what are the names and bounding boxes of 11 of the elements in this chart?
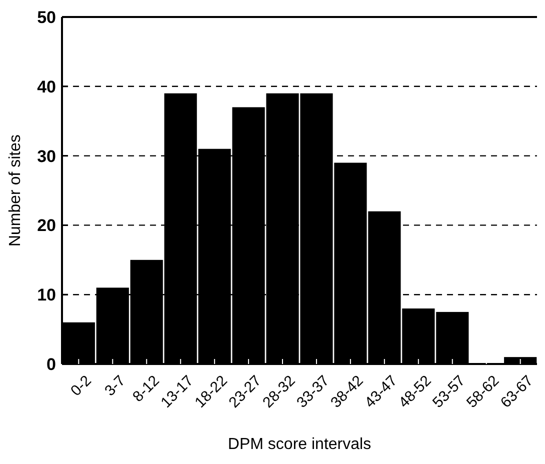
x-tick-label: 0-2 [68,372,95,400]
y-axis-title: Number of sites [7,134,24,247]
y-tick-label: 20 [37,216,56,236]
y-tick-label: 0 [46,354,56,374]
y-tick-label: 30 [37,146,56,166]
y-tick-label: 40 [37,77,56,96]
x-axis-title: DPM score intervals [228,436,372,453]
x-tick-label: 3-7 [102,372,129,400]
x-tick-label: 8-12 [130,372,163,406]
y-tick-label: 10 [37,286,56,305]
y-tick-label: 50 [37,8,56,27]
